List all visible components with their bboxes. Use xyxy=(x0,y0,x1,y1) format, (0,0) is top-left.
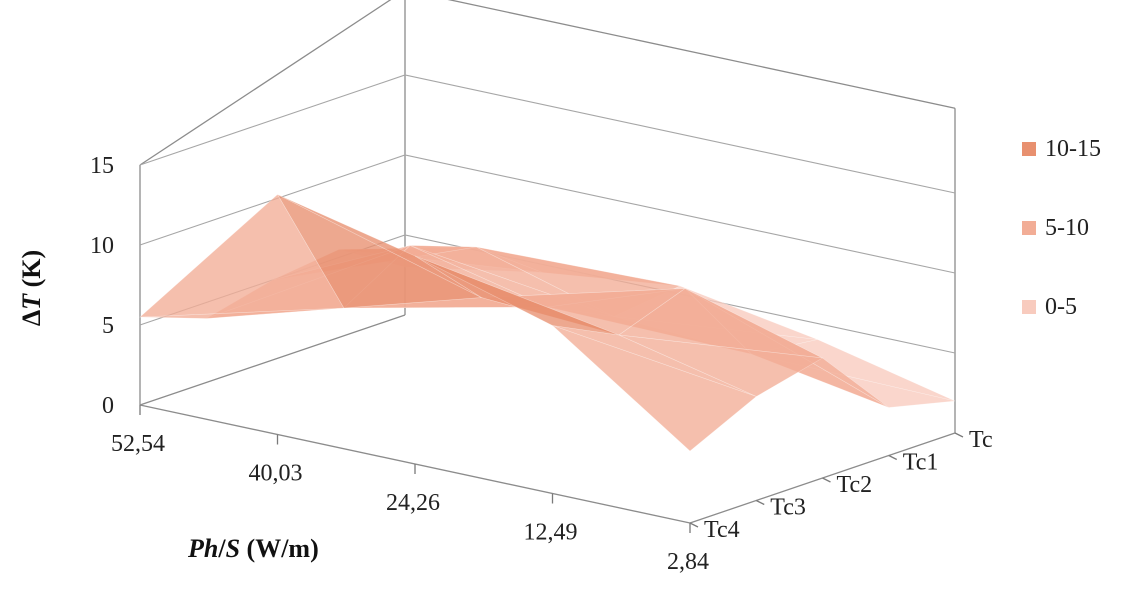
x-tick-label: 12,49 xyxy=(524,520,578,546)
x-tick-label: 24,26 xyxy=(386,490,440,516)
depth-tick-label: Tc4 xyxy=(704,517,740,543)
legend-swatch xyxy=(1022,300,1036,314)
surface-facet xyxy=(139,194,345,318)
gridline-z xyxy=(139,74,956,194)
z-tick-label: 5 xyxy=(102,313,114,339)
surface-facet xyxy=(414,255,619,336)
depth-tick-label: Tc1 xyxy=(903,450,939,476)
z-axis-title: ΔT (K) xyxy=(17,250,46,326)
surface-facet xyxy=(552,325,757,452)
floor-left-edge xyxy=(139,314,406,406)
legend-label: 5-10 xyxy=(1045,215,1089,241)
legend-label: 10-15 xyxy=(1045,136,1101,162)
surface-facet xyxy=(617,288,823,359)
z-tick-label: 0 xyxy=(102,393,114,419)
z-tick-label: 10 xyxy=(90,233,114,259)
depth-tick-label: Tc3 xyxy=(770,495,806,521)
gridline-z xyxy=(139,154,956,274)
axis-ticks: 0 5 10 15 52,54 40,03 24,26 12,49 2,84 Tc Tc1 Tc2 Tc… xyxy=(90,153,993,575)
x-tick-label: 40,03 xyxy=(249,461,303,487)
z-tick-label: 15 xyxy=(90,153,114,179)
legend-swatch xyxy=(1022,221,1036,235)
depth-tick-label: Tc2 xyxy=(837,472,873,498)
x-tick-label: 52,54 xyxy=(111,431,165,457)
surface-plot xyxy=(139,193,956,452)
x-tick-label: 2,84 xyxy=(667,549,709,575)
depth-tick-mark xyxy=(689,522,699,528)
legend-swatch xyxy=(1022,142,1036,156)
surface-facet xyxy=(277,194,482,298)
x-axis-title: Ph/S (W/m) xyxy=(187,534,319,563)
legend-label: 0-5 xyxy=(1045,294,1077,320)
depth-tick-mark xyxy=(888,454,898,461)
depth-tick-mark xyxy=(822,477,831,483)
legend: 10-15 5-10 0-5 xyxy=(1022,136,1101,320)
back-wall-top-edge xyxy=(447,0,956,109)
depth-tick-mark xyxy=(954,432,964,438)
depth-tick-mark xyxy=(755,499,765,506)
left-wall-top-edge xyxy=(139,0,392,166)
depth-tick-label: Tc xyxy=(969,427,993,453)
